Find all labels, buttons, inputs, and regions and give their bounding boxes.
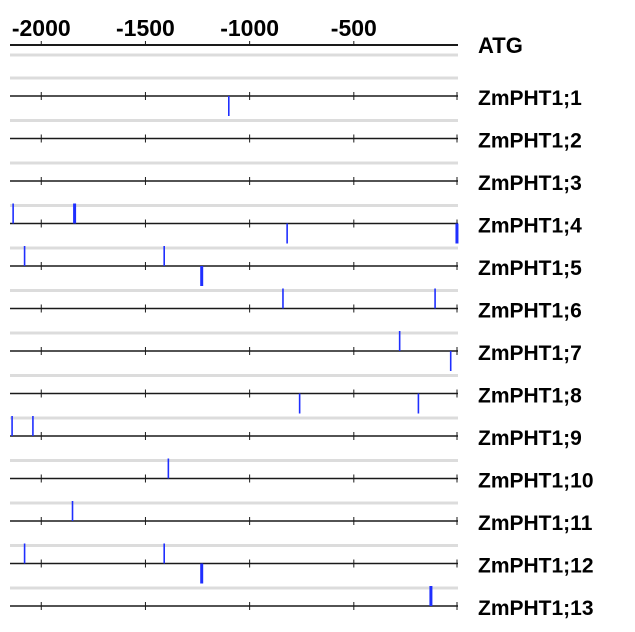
tick-label-1500: -1500 [116,15,175,41]
gene-label: ZmPHT1;2 [478,130,582,153]
gene-label: ZmPHT1;6 [478,300,582,323]
atg-label: ATG [478,33,523,58]
gene-label: ZmPHT1;10 [478,470,594,493]
gene-row: ZmPHT1;4 [10,203,582,244]
gene-label: ZmPHT1;8 [478,385,582,408]
gene-row: ZmPHT1;6 [10,288,582,323]
gene-label: ZmPHT1;3 [478,172,582,195]
gene-row: ZmPHT1;8 [10,374,582,414]
gene-row: ZmPHT1;3 [10,161,582,195]
gene-label: ZmPHT1;12 [478,555,594,578]
gene-row: ZmPHT1;12 [10,543,594,584]
gene-row: ZmPHT1;1 [10,76,582,116]
gene-rows: ZmPHT1;1 ZmPHT1;2 ZmPHT1;3 ZmPHT1;4 ZmPHT1;5… [10,76,594,620]
gene-label: ZmPHT1;7 [478,342,582,365]
gene-label: ZmPHT1;13 [478,597,594,620]
gene-label: ZmPHT1;1 [478,87,582,110]
gene-row: ZmPHT1;5 [10,246,582,286]
gene-row: ZmPHT1;9 [10,416,582,450]
gene-label: ZmPHT1;9 [478,427,582,450]
gene-row: ZmPHT1;7 [10,331,582,371]
gene-row: ZmPHT1;10 [10,458,594,493]
tick-label-2000: -2000 [12,15,71,41]
tick-label-500: -500 [331,15,377,41]
gene-label: ZmPHT1;4 [478,215,582,238]
gene-row: ZmPHT1;11 [10,501,593,535]
position-axis: -2000 -1500 -1000 -500 ATG [10,15,523,58]
gene-row: ZmPHT1;2 [10,119,582,153]
tick-label-1000: -1000 [220,15,279,41]
gene-label: ZmPHT1;11 [478,512,593,535]
gene-row: ZmPHT1;13 [10,586,594,620]
gene-label: ZmPHT1;5 [478,257,582,280]
